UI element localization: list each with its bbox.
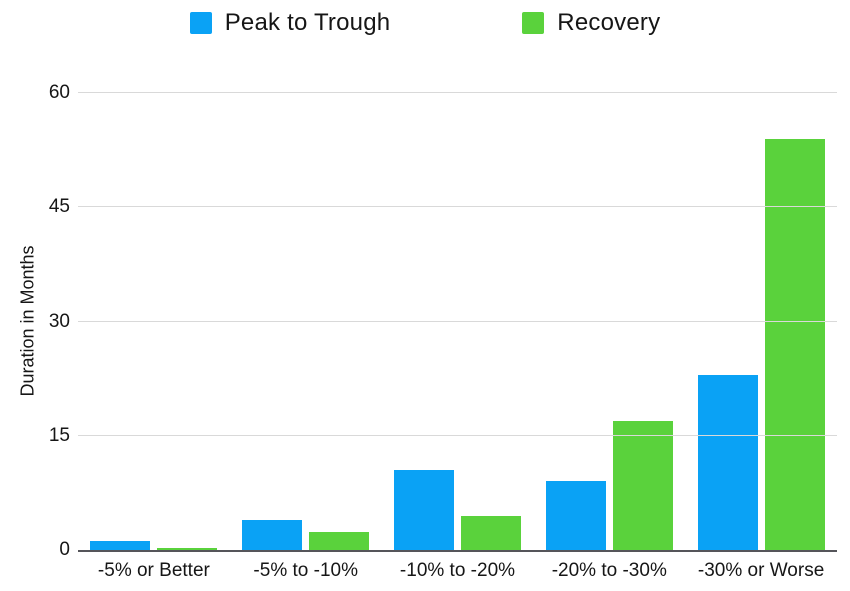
bar-groups — [78, 93, 837, 550]
bar-recovery-5 — [764, 138, 825, 550]
bar-recovery-2 — [309, 532, 370, 550]
bar-peak-to-trough-1 — [90, 540, 151, 550]
x-label-1: -5% or Better — [97, 560, 210, 581]
y-tick-label-30: 30 — [48, 310, 70, 332]
bar-group-3 — [382, 93, 534, 550]
bar-recovery-3 — [460, 515, 521, 550]
x-label-2: -5% to -10% — [253, 560, 358, 581]
bar-recovery-4 — [612, 420, 673, 550]
bar-peak-to-trough-5 — [697, 374, 758, 550]
legend-item-peak-to-trough: Peak to Trough — [189, 9, 391, 37]
bar-group-2 — [230, 93, 382, 550]
bar-peak-to-trough-2 — [242, 519, 303, 550]
y-tick-label-45: 45 — [48, 196, 70, 218]
bar-recovery-1 — [157, 547, 218, 550]
gridline-60 — [78, 92, 837, 93]
x-label-3: -10% to -20% — [399, 560, 516, 581]
bar-group-5 — [685, 93, 837, 550]
gridline-30 — [78, 320, 837, 322]
plot-area — [78, 92, 837, 552]
y-tick-label-0: 0 — [59, 539, 70, 560]
legend-label-peak-to-trough: Peak to Trough — [224, 9, 391, 36]
bar-peak-to-trough-3 — [393, 470, 454, 550]
bar-group-4 — [533, 93, 685, 550]
x-label-5: -30% or Worse — [697, 560, 825, 581]
x-label-4: -20% to -30% — [551, 560, 667, 581]
y-tick-label-60: 60 — [48, 82, 70, 103]
legend-swatch-peak-to-trough — [189, 12, 212, 34]
legend-label-recovery: Recovery — [557, 9, 661, 36]
bar-group-1 — [78, 93, 230, 550]
y-tick-label-15: 15 — [48, 424, 70, 446]
gridline-45 — [78, 206, 837, 208]
x-axis-category-labels: -5% or Better -5% to -10% -10% to -20% -20%… — [78, 560, 837, 582]
chart-legend: Peak to Trough Recovery — [0, 9, 850, 37]
bar-peak-to-trough-4 — [545, 481, 606, 550]
y-axis-tick-labels: 0 15 30 45 60 — [8, 82, 70, 560]
gridline-15 — [78, 434, 837, 436]
legend-swatch-recovery — [522, 12, 545, 34]
legend-item-recovery: Recovery — [522, 9, 660, 37]
